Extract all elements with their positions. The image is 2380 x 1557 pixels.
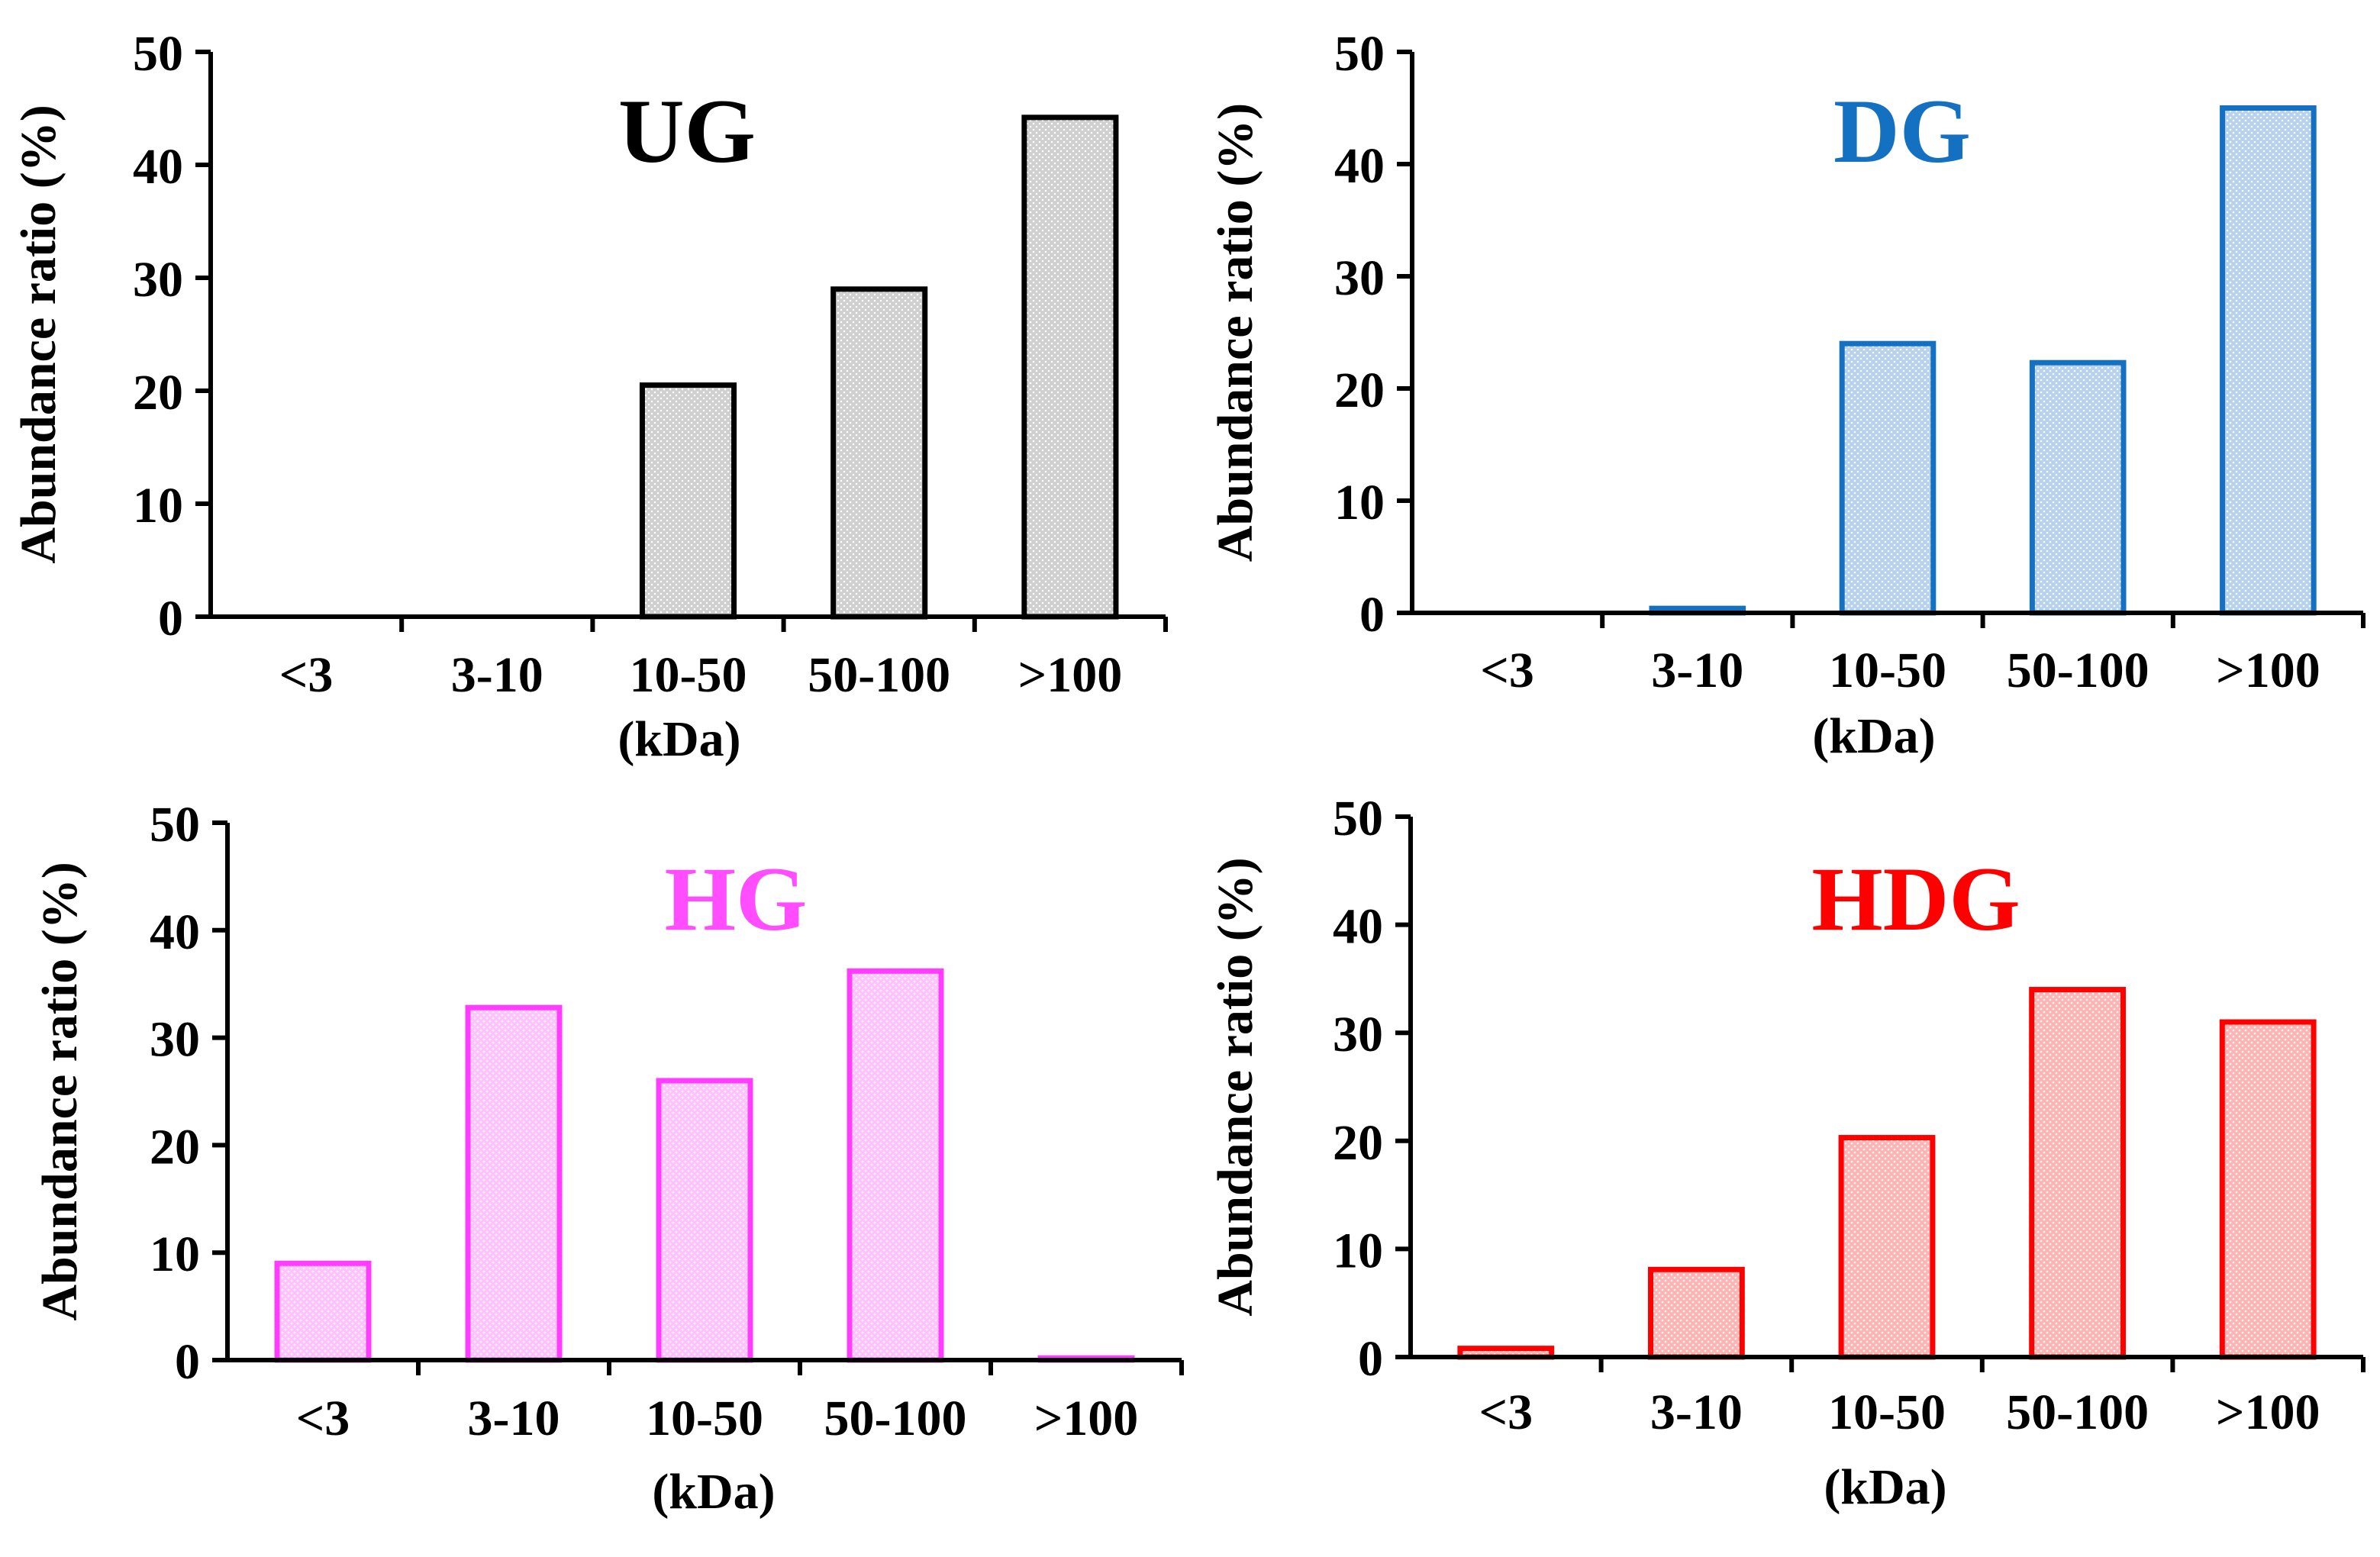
chart-title: HDG <box>1811 848 2020 949</box>
x-tick-label: >100 <box>2216 1385 2320 1440</box>
bar-dg-4 <box>2220 105 2317 616</box>
x-tick-label: 10-50 <box>630 647 747 703</box>
x-tick-label: 3-10 <box>1651 643 1743 698</box>
x-tick-label: 3-10 <box>451 647 543 703</box>
y-tick-label: 40 <box>133 139 183 195</box>
y-tick-label: 50 <box>133 26 183 82</box>
x-tick-label: <3 <box>296 1391 350 1446</box>
x-axis-label: (kDa) <box>618 711 740 767</box>
y-tick-label: 0 <box>158 591 183 646</box>
x-tick-label: 50-100 <box>808 647 950 703</box>
y-tick-label: 40 <box>1333 899 1383 955</box>
chart-title: UG <box>618 80 756 182</box>
y-tick-label: 0 <box>175 1334 200 1390</box>
y-tick-label: 50 <box>1333 791 1383 846</box>
chart-panel-hg: 0 10 20 30 40 50 <3 3-10 10-50 50-100 >100 (kDa) Abu… <box>32 797 1184 1520</box>
bar-hdg-4 <box>2219 1019 2317 1360</box>
y-tick-label: 20 <box>1334 363 1385 418</box>
y-tick-label: 10 <box>1333 1223 1383 1278</box>
x-tick-label: 3-10 <box>468 1391 560 1446</box>
x-tick-label: >100 <box>1018 647 1123 703</box>
chart-panel-ug: 0 10 20 30 40 50 <3 3-10 10-50 50-100 >100 (kDa) Abu… <box>11 26 1168 767</box>
x-axis-label: (kDa) <box>1824 1459 1946 1515</box>
y-axis-label: Abundance ratio (%) <box>32 862 88 1320</box>
bar-hdg-1 <box>1647 1266 1745 1360</box>
bar-ug-2 <box>639 382 737 620</box>
y-axis-label: Abundance ratio (%) <box>1208 103 1263 562</box>
y-tick-label: 20 <box>150 1119 200 1175</box>
x-tick-label: >100 <box>1034 1391 1139 1446</box>
x-tick-label: <3 <box>279 647 334 703</box>
x-tick-label: <3 <box>1480 643 1534 698</box>
bar-hg-2 <box>656 1078 753 1363</box>
y-tick-label: 50 <box>150 797 200 853</box>
bar-hdg-2 <box>1838 1135 1936 1360</box>
x-tick-label: 50-100 <box>2006 1385 2149 1440</box>
chart-title: DG <box>1833 80 1971 182</box>
chart-panel-hdg: 0 10 20 30 40 50 <3 3-10 10-50 50-100 >100 (kDa) Abu… <box>1208 791 2365 1515</box>
x-tick-label: <3 <box>1479 1385 1533 1440</box>
bar-ug-4 <box>1021 114 1119 620</box>
y-tick-label: 30 <box>133 252 183 308</box>
bar-dg-3 <box>2029 359 2127 616</box>
y-axis-label: Abundance ratio (%) <box>1208 857 1263 1316</box>
bar-dg-2 <box>1839 340 1937 616</box>
bar-hg-0 <box>274 1260 372 1363</box>
x-tick-label: 10-50 <box>646 1391 763 1446</box>
y-tick-label: 40 <box>1334 138 1385 194</box>
y-axis-label: Abundance ratio (%) <box>11 105 66 563</box>
x-tick-label: 10-50 <box>1828 1385 1946 1440</box>
y-tick-label: 40 <box>150 904 200 960</box>
y-tick-label: 30 <box>1333 1007 1383 1062</box>
chart-panel-dg: 0 10 20 30 40 50 <3 3-10 10-50 50-100 >100 (kDa) Abu… <box>1208 26 2365 764</box>
chart-title: HG <box>665 848 808 949</box>
y-tick-label: 10 <box>133 478 183 534</box>
x-tick-label: 3-10 <box>1650 1385 1743 1440</box>
bar-hg-3 <box>847 968 944 1363</box>
y-tick-label: 10 <box>1334 475 1385 530</box>
y-tick-label: 0 <box>1359 587 1385 643</box>
x-tick-label: >100 <box>2216 643 2320 698</box>
bar-ug-3 <box>830 286 928 620</box>
y-tick-label: 20 <box>1333 1115 1383 1171</box>
x-axis-label: (kDa) <box>1812 708 1935 764</box>
y-tick-label: 20 <box>133 365 183 421</box>
x-axis-label: (kDa) <box>652 1464 775 1520</box>
y-tick-label: 30 <box>1334 250 1385 306</box>
x-tick-label: 50-100 <box>824 1391 967 1446</box>
y-tick-label: 30 <box>150 1012 200 1068</box>
x-tick-label: 10-50 <box>1829 643 1946 698</box>
y-tick-label: 0 <box>1358 1331 1383 1387</box>
x-tick-label: 50-100 <box>2007 643 2149 698</box>
y-tick-label: 50 <box>1334 26 1385 82</box>
bar-hdg-3 <box>2029 987 2127 1360</box>
y-tick-label: 10 <box>150 1227 200 1282</box>
bar-hg-1 <box>465 1004 563 1363</box>
